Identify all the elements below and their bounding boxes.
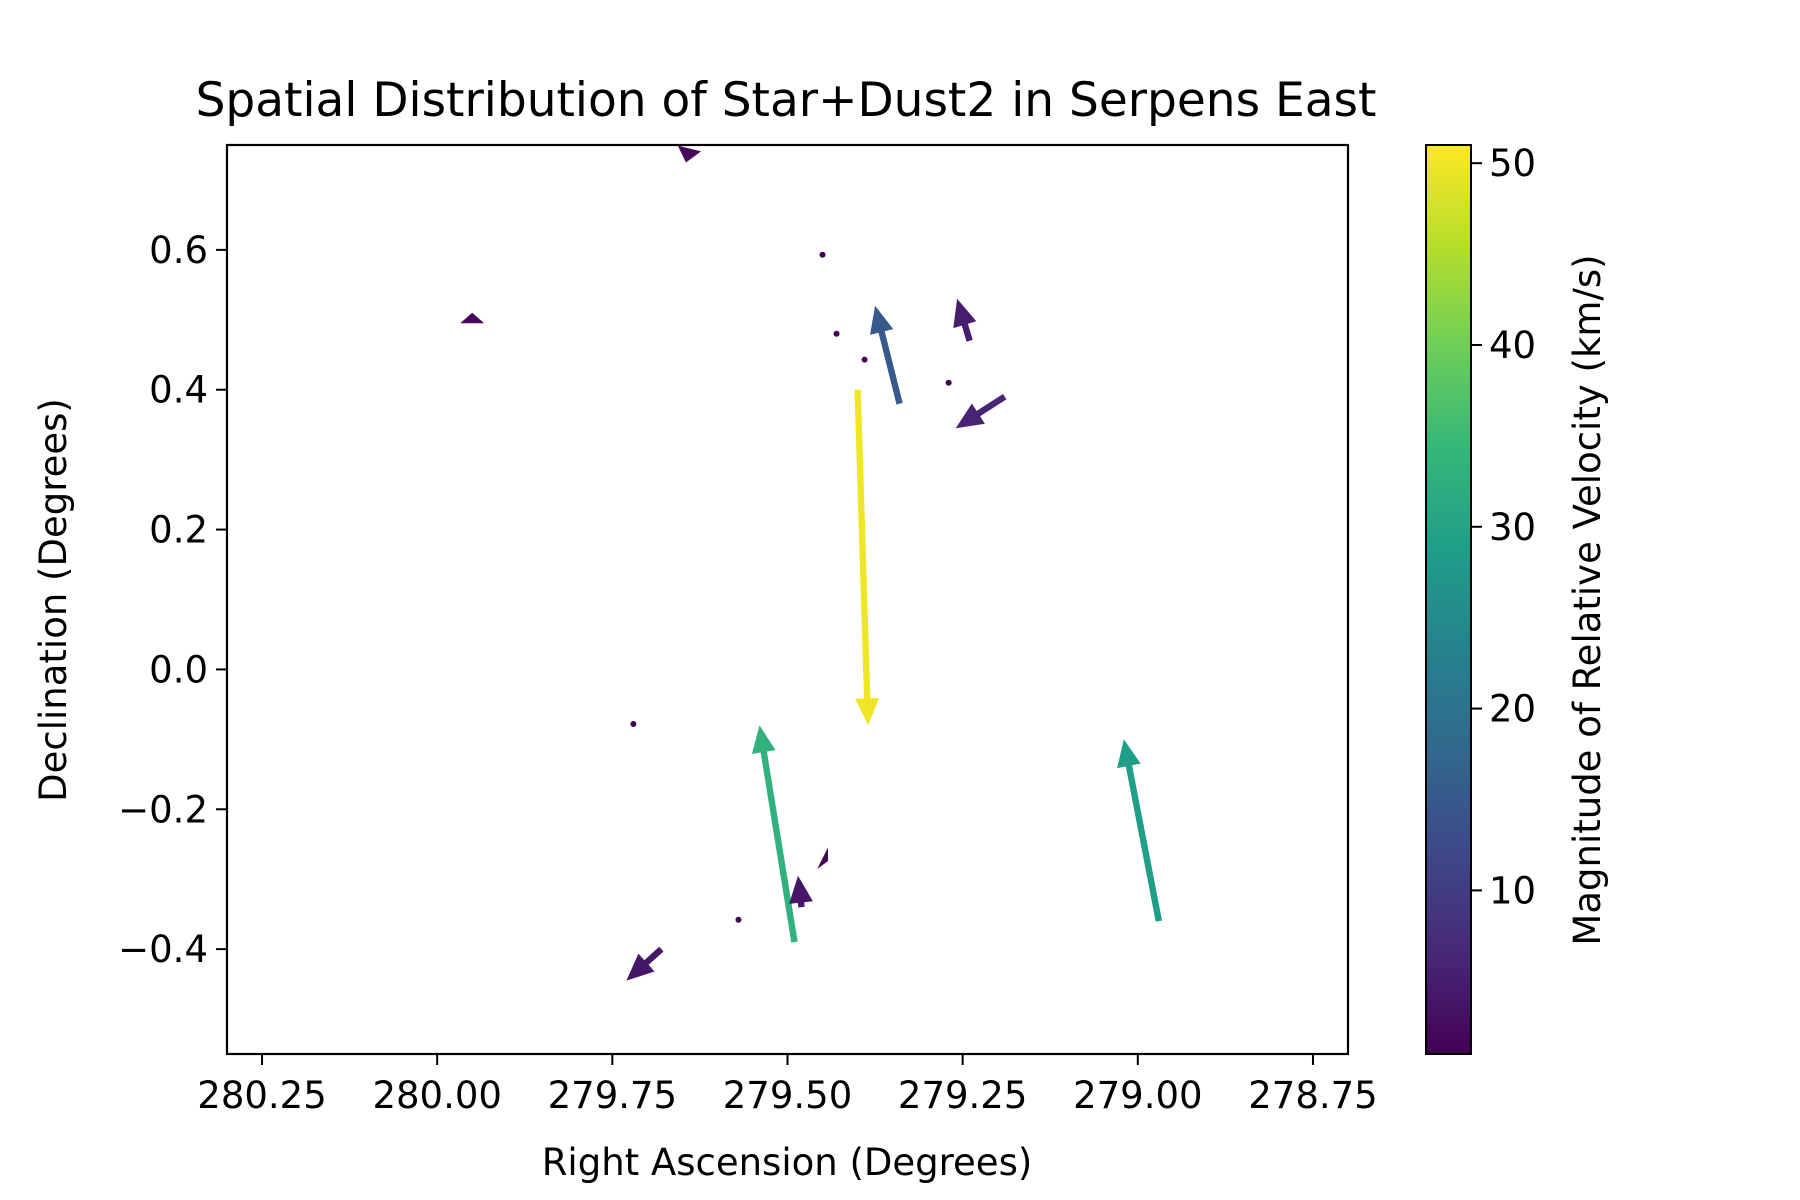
points-layer (630, 251, 952, 923)
data-point (630, 720, 637, 727)
x-axis-label: Right Ascension (Degrees) (542, 1141, 1033, 1184)
data-point (861, 356, 868, 363)
data-point (735, 916, 742, 923)
colorbar-ticks: 10 20 30 40 50 (1471, 142, 1536, 912)
velocity-arrow (677, 145, 702, 163)
data-point (945, 379, 952, 386)
x-tick-label: 278.75 (1248, 1074, 1377, 1117)
velocity-arrow (955, 394, 1007, 429)
velocity-arrow (460, 312, 485, 324)
x-tick-label: 280.25 (197, 1074, 326, 1117)
colorbar-tick-label: 20 (1489, 688, 1536, 731)
colorbar-tick-label: 40 (1489, 324, 1536, 367)
velocity-arrow (817, 847, 829, 869)
y-tick-label: −0.2 (118, 788, 208, 831)
colorbar-tick-label: 50 (1489, 142, 1536, 185)
x-tick-label: 279.75 (548, 1074, 677, 1117)
x-tick-label: 280.00 (372, 1074, 501, 1117)
data-point (833, 330, 840, 337)
colorbar-tick-label: 10 (1489, 869, 1536, 912)
colorbar-label: Magnitude of Relative Velocity (km/s) (1566, 254, 1609, 945)
x-tick-label: 279.25 (898, 1074, 1027, 1117)
velocity-arrow (870, 305, 903, 405)
data-point (819, 251, 826, 258)
colorbar: 10 20 30 40 50 Magnitude of Relative Velocit… (1425, 142, 1609, 1055)
x-axis-ticks: 280.25 280.00 279.75 279.50 279.25 279.00 278.… (197, 1054, 1378, 1117)
vectors-layer (460, 145, 1162, 981)
x-tick-label: 279.00 (1073, 1074, 1202, 1117)
y-tick-label: 0.6 (149, 229, 208, 272)
velocity-arrow (789, 875, 813, 908)
x-tick-label: 279.50 (723, 1074, 852, 1117)
y-tick-label: −0.4 (118, 928, 208, 971)
chart-title: Spatial Distribution of Star+Dust2 in Se… (196, 73, 1377, 128)
y-axis-ticks: 0.6 0.4 0.2 0.0 −0.2 −0.4 (118, 229, 227, 971)
velocity-arrow (1117, 739, 1162, 922)
y-tick-label: 0.2 (149, 509, 208, 552)
velocity-arrow (626, 946, 664, 981)
y-tick-label: 0.0 (149, 648, 208, 691)
velocity-arrow (751, 725, 798, 943)
y-axis-label: Declination (Degrees) (32, 398, 75, 802)
velocity-arrow (953, 298, 977, 342)
plot-area (460, 145, 1162, 981)
colorbar-frame (1425, 144, 1472, 1055)
colorbar-tick-label: 30 (1489, 506, 1536, 549)
colorbar-gradient (1426, 145, 1471, 1054)
velocity-arrow (854, 389, 880, 726)
y-tick-label: 0.4 (149, 369, 208, 412)
